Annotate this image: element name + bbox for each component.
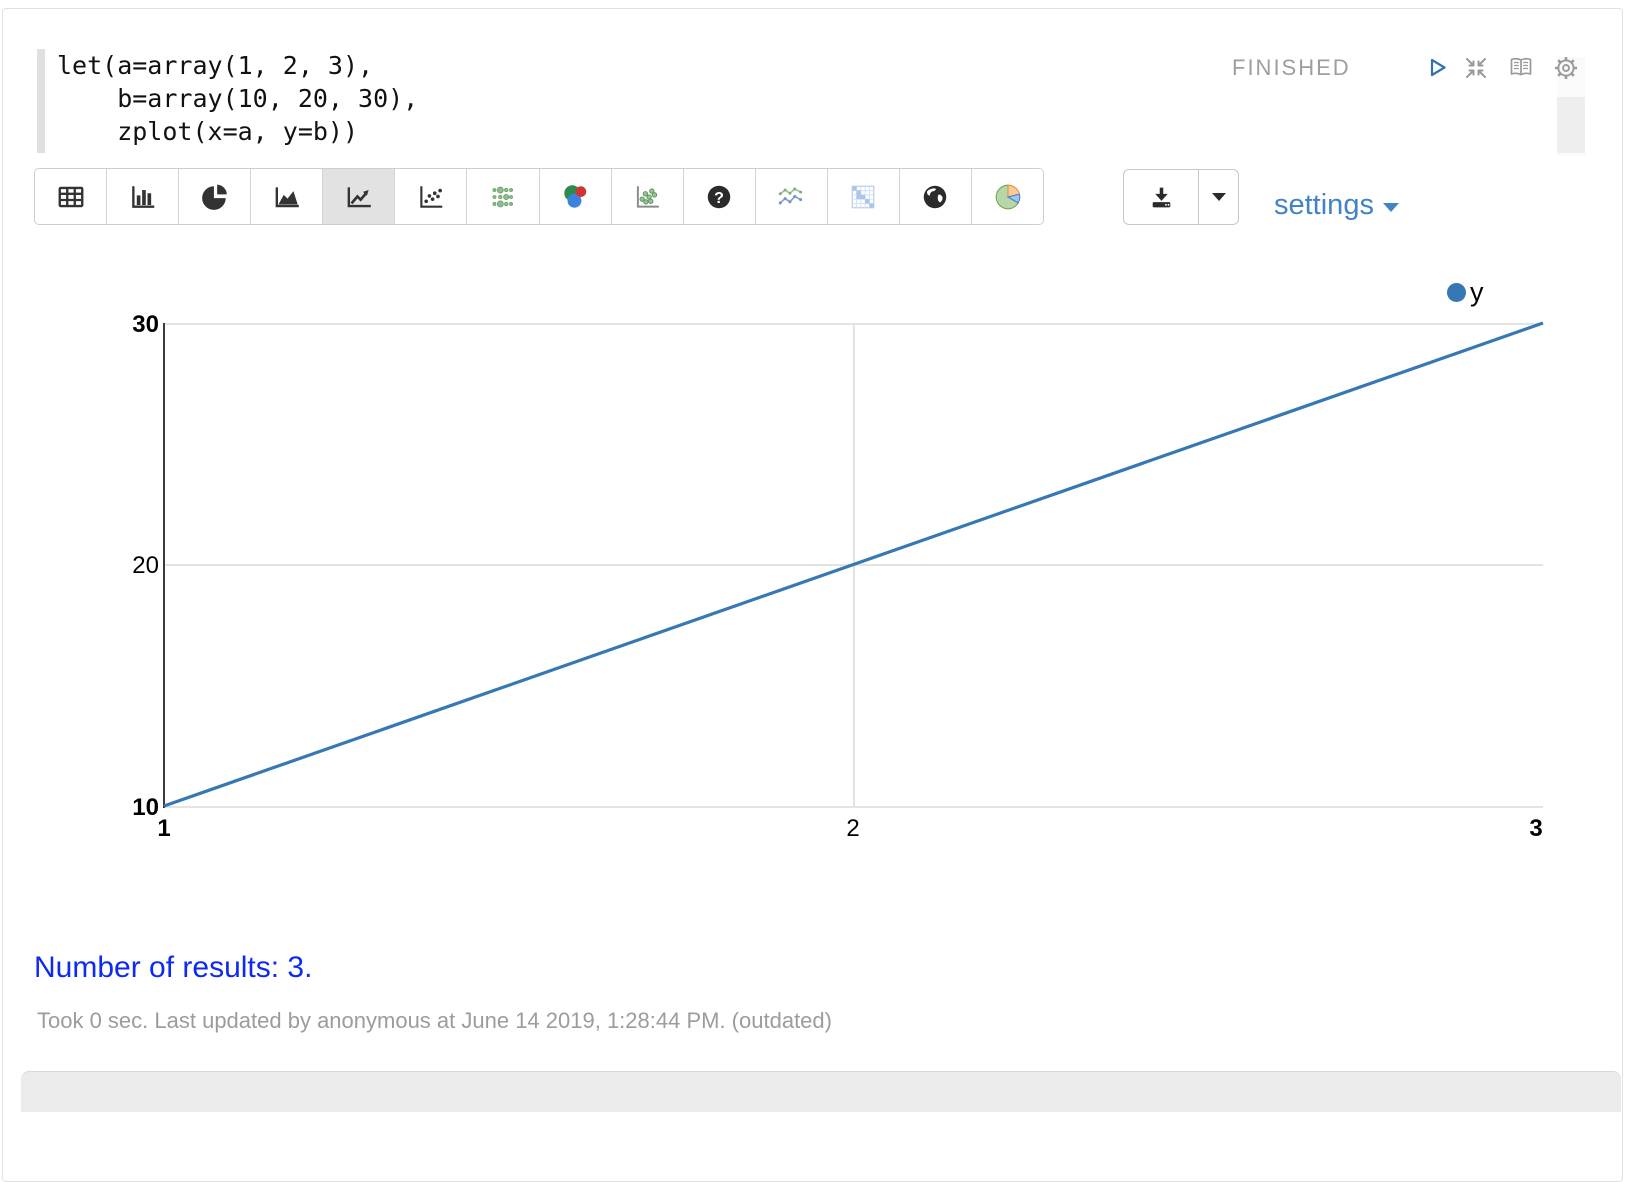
chart-type-multi-line-button[interactable]	[754, 169, 827, 224]
x-tick-min: 1	[157, 815, 171, 842]
x-tick-max: 3	[1529, 815, 1543, 842]
legend-label: y	[1470, 277, 1484, 307]
paragraph-card: let(a=array(1, 2, 3), b=array(10, 20, 30…	[2, 8, 1623, 1182]
collapse-width-button[interactable]	[1462, 54, 1490, 82]
results-summary: Number of results: 3.	[34, 951, 313, 984]
heatmap-icon	[852, 185, 875, 208]
export-button-group	[1123, 169, 1239, 225]
editor-scrollbar-thumb[interactable]	[1557, 97, 1585, 153]
chart-type-area-button[interactable]	[250, 169, 323, 224]
caret-down-icon	[1382, 203, 1399, 212]
chart-type-donut-pie-button[interactable]	[971, 169, 1043, 224]
code-editor[interactable]: let(a=array(1, 2, 3), b=array(10, 20, 30…	[57, 49, 418, 148]
paragraph-footer: Took 0 sec. Last updated by anonymous at…	[37, 1008, 832, 1033]
svg-text:?: ?	[714, 188, 724, 206]
venn-diagram-icon	[564, 184, 587, 208]
editor-gutter	[37, 49, 45, 153]
download-icon	[1152, 187, 1170, 207]
bubble-grid-icon	[492, 186, 513, 207]
next-paragraph-strip	[21, 1071, 1621, 1112]
y-axis-line	[163, 323, 165, 808]
pie-chart-icon	[201, 184, 227, 210]
compress-icon	[1466, 58, 1486, 78]
code-line: zplot(x=a, y=b))	[57, 117, 359, 146]
y-tick-max: 30	[132, 311, 159, 338]
multi-line-icon	[779, 186, 803, 204]
chart-type-pie-button[interactable]	[178, 169, 251, 224]
legend-swatch	[1447, 283, 1466, 302]
line-series	[163, 321, 1544, 808]
code-line: b=array(10, 20, 30),	[57, 84, 419, 113]
book-icon	[1510, 57, 1532, 76]
status-badge: FINISHED	[1232, 55, 1351, 80]
gear-icon	[1555, 57, 1577, 79]
y-tick-min: 10	[132, 794, 159, 821]
help-icon: ?	[707, 185, 731, 208]
download-options-button[interactable]	[1199, 170, 1238, 224]
caret-down-icon	[1211, 193, 1226, 201]
chart-type-scatter-green-button[interactable]	[610, 169, 683, 224]
chart-type-table-button[interactable]	[35, 169, 107, 224]
chart-type-bar-button[interactable]	[106, 169, 179, 224]
table-icon	[58, 186, 83, 207]
code-line: let(a=array(1, 2, 3),	[57, 51, 374, 80]
area-chart-icon	[275, 186, 299, 207]
chart-type-heatmap-button[interactable]	[826, 169, 899, 224]
gridline-y10	[164, 806, 1543, 808]
line-chart-icon	[347, 186, 371, 207]
x-tick-mid: 2	[846, 815, 860, 842]
bar-chart-icon	[131, 185, 154, 208]
series-line	[163, 321, 1544, 808]
chart-type-toolbar: ?	[34, 168, 1044, 225]
chart-type-venn-button[interactable]	[538, 169, 611, 224]
y-tick-mid: 20	[132, 552, 159, 579]
chart-type-scatter-button[interactable]	[394, 169, 467, 224]
paragraph-settings-button[interactable]	[1552, 54, 1580, 82]
chart-type-help-button[interactable]: ?	[682, 169, 755, 224]
show-editor-button[interactable]	[1507, 54, 1535, 82]
globe-icon	[924, 185, 947, 208]
legend-item-y[interactable]: y	[1447, 277, 1484, 308]
donut-pie-icon	[995, 184, 1020, 209]
settings-label: settings	[1274, 189, 1374, 221]
run-icon	[1430, 58, 1446, 77]
run-button[interactable]	[1423, 54, 1451, 82]
scatter-chart-icon	[420, 185, 443, 208]
download-button[interactable]	[1124, 170, 1199, 224]
chart-type-bubble-grid-button[interactable]	[466, 169, 539, 224]
scatter-green-icon	[637, 185, 659, 208]
chart-type-line-button[interactable]	[322, 169, 395, 224]
chart-type-map-button[interactable]	[898, 169, 972, 224]
settings-toggle[interactable]: settings	[1274, 189, 1399, 222]
